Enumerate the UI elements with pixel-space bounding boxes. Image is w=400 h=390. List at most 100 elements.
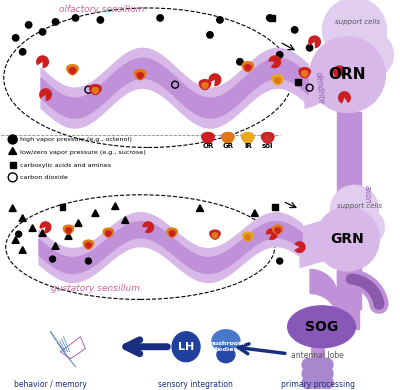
Ellipse shape	[217, 347, 235, 363]
Ellipse shape	[288, 306, 356, 348]
Polygon shape	[262, 133, 274, 144]
Circle shape	[39, 29, 46, 35]
Text: LH: LH	[178, 342, 194, 352]
Polygon shape	[92, 210, 99, 216]
Bar	[295, 79, 301, 85]
Polygon shape	[204, 136, 211, 142]
Text: OR: OR	[202, 144, 214, 149]
Circle shape	[8, 135, 17, 144]
Wedge shape	[40, 221, 52, 233]
Circle shape	[330, 185, 378, 233]
Circle shape	[311, 367, 324, 380]
Polygon shape	[9, 205, 16, 211]
Bar	[10, 162, 16, 168]
Wedge shape	[268, 55, 281, 68]
Circle shape	[16, 231, 22, 237]
Polygon shape	[302, 71, 308, 77]
Wedge shape	[294, 241, 306, 253]
Polygon shape	[212, 233, 218, 238]
Polygon shape	[242, 62, 254, 72]
Wedge shape	[36, 55, 49, 68]
Text: IR: IR	[244, 144, 252, 149]
Circle shape	[302, 358, 315, 371]
Bar	[269, 15, 275, 21]
Circle shape	[217, 17, 223, 23]
Polygon shape	[90, 85, 101, 95]
Polygon shape	[112, 203, 119, 209]
Circle shape	[302, 376, 315, 389]
Text: GR: GR	[222, 144, 234, 149]
Polygon shape	[275, 78, 281, 84]
Polygon shape	[19, 246, 26, 254]
Text: support cells: support cells	[337, 203, 382, 209]
Circle shape	[26, 22, 32, 28]
Polygon shape	[19, 215, 26, 222]
Circle shape	[348, 209, 384, 245]
Polygon shape	[275, 228, 280, 233]
Circle shape	[50, 256, 56, 262]
Polygon shape	[63, 225, 74, 234]
Polygon shape	[67, 65, 78, 75]
Circle shape	[346, 31, 393, 79]
Circle shape	[292, 27, 298, 33]
Text: mushroom
bodies: mushroom bodies	[207, 341, 245, 352]
Text: carboxylic acids and amines: carboxylic acids and amines	[20, 163, 111, 168]
Polygon shape	[137, 73, 143, 79]
Text: primary processing: primary processing	[280, 380, 354, 389]
Text: sensory integration: sensory integration	[158, 380, 232, 389]
Wedge shape	[338, 91, 351, 104]
Polygon shape	[244, 136, 251, 142]
Polygon shape	[39, 230, 46, 236]
Circle shape	[276, 51, 283, 58]
Text: low/zero vapor pressure (e.g., sucrose): low/zero vapor pressure (e.g., sucrose)	[20, 150, 146, 155]
Polygon shape	[264, 136, 271, 142]
Polygon shape	[169, 231, 175, 236]
Text: SOG: SOG	[305, 320, 338, 334]
Wedge shape	[142, 221, 154, 233]
Wedge shape	[266, 228, 278, 240]
Circle shape	[310, 37, 385, 113]
Bar	[60, 204, 66, 210]
Text: dendrite: dendrite	[314, 71, 326, 104]
Polygon shape	[210, 230, 220, 239]
Circle shape	[237, 58, 243, 65]
Circle shape	[277, 258, 283, 264]
Circle shape	[157, 15, 163, 21]
Polygon shape	[92, 88, 98, 94]
Text: gustatory sensillum: gustatory sensillum	[50, 284, 140, 293]
Circle shape	[320, 376, 333, 389]
Ellipse shape	[172, 332, 200, 362]
Polygon shape	[202, 83, 208, 89]
Text: sol: sol	[262, 144, 274, 149]
Text: high vapor pressure (e.g., octenol): high vapor pressure (e.g., octenol)	[20, 137, 132, 142]
Polygon shape	[245, 235, 251, 240]
Polygon shape	[224, 136, 231, 142]
Circle shape	[12, 35, 19, 41]
Polygon shape	[66, 228, 71, 233]
Polygon shape	[243, 232, 253, 241]
Circle shape	[72, 15, 79, 21]
Polygon shape	[75, 220, 82, 227]
Polygon shape	[29, 225, 36, 231]
Text: behavior / memory: behavior / memory	[14, 380, 87, 389]
Circle shape	[322, 0, 386, 62]
Wedge shape	[39, 88, 52, 101]
Polygon shape	[202, 133, 214, 144]
Circle shape	[86, 258, 91, 264]
Polygon shape	[86, 243, 91, 248]
Polygon shape	[222, 133, 234, 144]
Circle shape	[306, 44, 313, 51]
Circle shape	[97, 17, 104, 23]
Polygon shape	[272, 225, 283, 234]
Circle shape	[52, 19, 59, 25]
Polygon shape	[103, 228, 114, 237]
Polygon shape	[83, 240, 94, 249]
Wedge shape	[308, 35, 321, 48]
Polygon shape	[167, 228, 177, 237]
Polygon shape	[272, 75, 284, 85]
Polygon shape	[65, 233, 72, 239]
Text: carbon dioxide: carbon dioxide	[20, 175, 68, 180]
Polygon shape	[52, 243, 59, 249]
Circle shape	[320, 367, 333, 380]
Circle shape	[266, 15, 273, 21]
